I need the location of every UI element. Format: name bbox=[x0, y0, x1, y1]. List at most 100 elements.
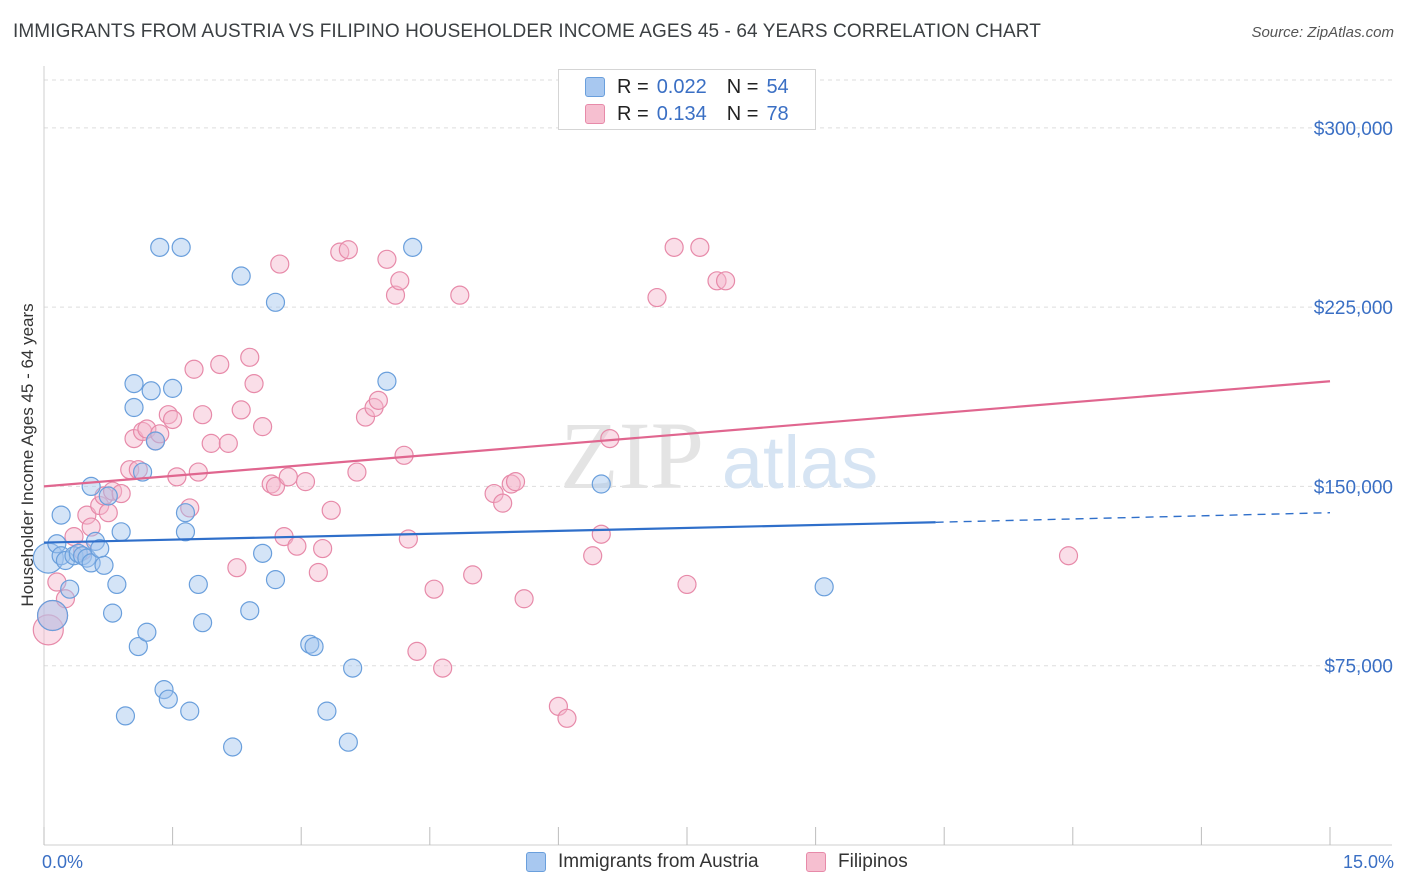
y-tick-labels: $75,000 $150,000 $225,000 $300,000 bbox=[1314, 119, 1393, 678]
filipinos-point bbox=[163, 409, 183, 430]
legend-r-label: R = bbox=[617, 102, 649, 125]
austria-point bbox=[814, 577, 834, 597]
filipinos-point bbox=[463, 565, 483, 585]
filipinos-point bbox=[715, 271, 736, 291]
austria-point bbox=[240, 601, 260, 621]
austria-point bbox=[154, 680, 174, 700]
filipinos-point bbox=[385, 285, 406, 305]
source-credit: Source: ZipAtlas.com bbox=[1251, 24, 1394, 41]
chart-title: IMMIGRANTS FROM AUSTRIA VS FILIPINO HOUS… bbox=[13, 21, 1041, 42]
austria-point bbox=[265, 292, 286, 312]
austria-point bbox=[171, 237, 191, 257]
austria-point bbox=[193, 613, 213, 633]
austria-point bbox=[102, 603, 123, 623]
legend-item-austria[interactable]: Immigrants from Austria bbox=[526, 851, 759, 873]
filipinos-point bbox=[677, 574, 697, 595]
filipinos-point bbox=[394, 445, 414, 465]
filipinos-point bbox=[647, 287, 667, 308]
austria-point bbox=[304, 636, 324, 657]
austria-point bbox=[265, 570, 286, 590]
legend-row-austria: R = 0.022 N = 54 bbox=[585, 75, 789, 99]
filipinos-point bbox=[398, 529, 418, 549]
filipinos-point bbox=[493, 493, 513, 513]
austria-point bbox=[98, 486, 118, 506]
austria-point bbox=[124, 374, 144, 394]
legend-n-value: 78 bbox=[766, 102, 789, 125]
filipinos-point bbox=[188, 462, 208, 482]
filipinos-point bbox=[98, 503, 118, 523]
filipinos-point bbox=[278, 467, 298, 487]
filipinos-point bbox=[313, 538, 333, 559]
austria-point bbox=[141, 381, 161, 401]
legend-r-value: 0.022 bbox=[656, 75, 707, 98]
filipinos-point bbox=[184, 359, 204, 379]
filipinos-point bbox=[287, 536, 307, 556]
x-tick-label-min: 0.0% bbox=[42, 852, 84, 872]
filipinos-point bbox=[265, 476, 286, 497]
watermark: ZIP atlas bbox=[560, 402, 878, 509]
legend-swatch-filipinos bbox=[806, 852, 826, 872]
filipinos-point bbox=[338, 240, 358, 260]
legend-r-label: R = bbox=[617, 75, 649, 98]
austria-point bbox=[163, 378, 183, 398]
legend-item-filipinos[interactable]: Filipinos bbox=[806, 851, 908, 873]
filipinos-point bbox=[210, 354, 230, 375]
filipinos-point bbox=[218, 433, 238, 453]
filipinos-point bbox=[227, 558, 247, 578]
austria-point bbox=[47, 534, 67, 554]
austria-point bbox=[51, 505, 71, 525]
filipinos-point bbox=[308, 562, 328, 583]
filipinos-point bbox=[253, 417, 273, 437]
austria-point bbox=[36, 599, 69, 632]
filipinos-point bbox=[295, 472, 316, 492]
watermark-zip: ZIP bbox=[560, 402, 704, 509]
austria-point bbox=[124, 397, 144, 418]
y-tick-label: $300,000 bbox=[1314, 119, 1393, 140]
austria-point bbox=[317, 701, 337, 721]
gridlines bbox=[44, 79, 1392, 667]
legend-n-value: 54 bbox=[766, 75, 789, 98]
austria-point bbox=[231, 266, 251, 286]
filipinos-point bbox=[690, 237, 710, 257]
austria-point bbox=[188, 574, 208, 595]
austria-points bbox=[32, 237, 834, 757]
filipinos-point bbox=[270, 254, 290, 274]
austria-point bbox=[94, 555, 114, 575]
filipinos-point bbox=[240, 347, 260, 367]
austria-point bbox=[158, 689, 178, 709]
x-tick-label-max: 15.0% bbox=[1342, 852, 1394, 872]
filipinos-point bbox=[591, 524, 611, 544]
filipinos-point bbox=[244, 374, 264, 394]
axes bbox=[43, 66, 1392, 846]
series-legend: Immigrants from Austria Filipinos bbox=[0, 851, 1406, 879]
austria-point bbox=[591, 474, 611, 494]
legend-n-label: N = bbox=[726, 75, 759, 98]
filipinos-point bbox=[583, 546, 603, 566]
austria-point bbox=[403, 237, 423, 257]
y-tick-label: $75,000 bbox=[1324, 657, 1393, 678]
austria-point bbox=[253, 543, 273, 563]
legend-label-austria: Immigrants from Austria bbox=[558, 851, 759, 872]
filipinos-point bbox=[201, 433, 221, 453]
austria-point bbox=[145, 431, 166, 451]
legend-swatch-filipinos bbox=[585, 104, 605, 124]
legend-swatch-austria bbox=[526, 852, 546, 872]
austria-point bbox=[175, 503, 196, 523]
filipinos-point bbox=[505, 472, 526, 492]
legend-n-label: N = bbox=[726, 102, 759, 125]
filipinos-point bbox=[664, 237, 684, 257]
legend-row-filipinos: R = 0.134 N = 78 bbox=[585, 102, 789, 126]
legend-r-value: 0.134 bbox=[656, 102, 707, 125]
austria-point bbox=[107, 574, 127, 595]
filipinos-point bbox=[450, 285, 470, 305]
filipinos-point bbox=[81, 517, 101, 537]
filipinos-point bbox=[390, 271, 410, 291]
filipinos-point bbox=[1058, 546, 1079, 566]
legend-swatch-austria bbox=[585, 77, 605, 97]
filipinos-point bbox=[407, 641, 427, 661]
correlation-legend: R = 0.022 N = 54 R = 0.134 N = 78 bbox=[558, 69, 816, 130]
austria-trend-extension bbox=[935, 512, 1331, 523]
filipinos-point bbox=[321, 500, 341, 520]
trend-lines bbox=[43, 380, 1331, 544]
